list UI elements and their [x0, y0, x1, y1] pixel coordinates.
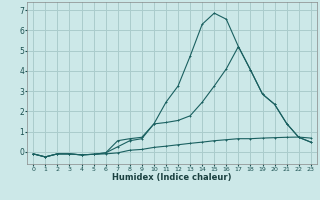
X-axis label: Humidex (Indice chaleur): Humidex (Indice chaleur) — [112, 173, 232, 182]
